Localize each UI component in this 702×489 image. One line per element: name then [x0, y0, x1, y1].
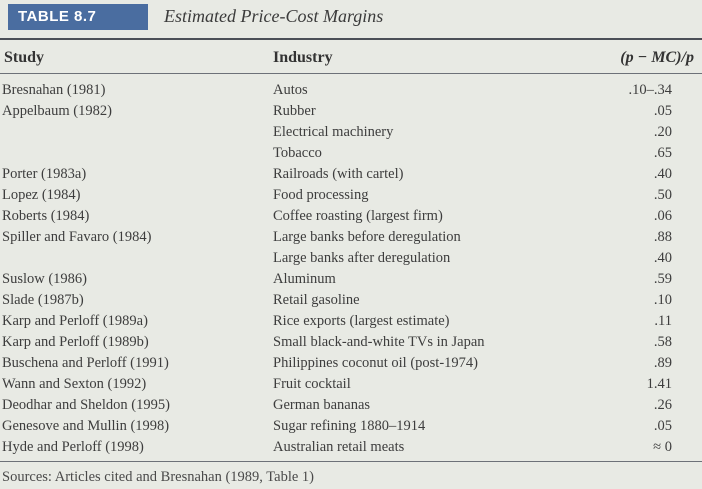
column-header-margin: (p − MC)/p [620, 49, 694, 66]
table-row: Appelbaum (1982) Rubber .05 [0, 101, 702, 122]
cell-margin: .20 [653, 124, 672, 140]
cell-industry: Small black-and-white TVs in Japan [273, 334, 485, 350]
cell-industry: Sugar refining 1880–1914 [273, 418, 426, 434]
top-rule [0, 38, 702, 40]
cell-study: Porter (1983a) [2, 166, 87, 182]
cell-study: Appelbaum (1982) [2, 103, 112, 119]
cell-industry: German bananas [273, 397, 371, 413]
cell-margin: .50 [653, 187, 672, 203]
cell-study: Karp and Perloff (1989a) [2, 313, 148, 329]
cell-industry: Coffee roasting (largest firm) [273, 208, 443, 224]
cell-industry: Retail gasoline [273, 292, 360, 308]
cell-margin: .89 [653, 355, 672, 371]
cell-study: Buschena and Perloff (1991) [2, 355, 169, 371]
table-row: Deodhar and Sheldon (1995) German bananas… [0, 395, 702, 416]
cell-industry: Large banks before deregulation [273, 229, 461, 245]
cell-study: Roberts (1984) [2, 208, 90, 224]
cell-industry: Australian retail meats [273, 439, 405, 455]
bottom-rule [0, 461, 702, 462]
cell-study: Wann and Sexton (1992) [2, 376, 147, 392]
table-row: Roberts (1984) Coffee roasting (largest f… [0, 206, 702, 227]
cell-margin: .26 [653, 397, 672, 413]
cell-study: Suslow (1986) [2, 271, 87, 287]
table-row: Tobacco .65 [0, 143, 702, 164]
cell-margin: .11 [654, 313, 672, 329]
cell-margin: .05 [653, 418, 672, 434]
cell-study: Spiller and Favaro (1984) [2, 229, 152, 245]
cell-margin: .10 [653, 292, 672, 308]
cell-industry: Tobacco [273, 145, 322, 161]
table-row: Suslow (1986) Aluminum .59 [0, 269, 702, 290]
column-header-study: Study [4, 49, 45, 66]
header-rule [0, 73, 702, 74]
cell-margin: .05 [653, 103, 672, 119]
table-row: Slade (1987b) Retail gasoline .10 [0, 290, 702, 311]
table-header: TABLE 8.7 Estimated Price-Cost Margins [0, 0, 702, 34]
table-row: Hyde and Perloff (1998) Australian retail… [0, 437, 702, 458]
cell-industry: Fruit cocktail [273, 376, 351, 392]
table-row: Wann and Sexton (1992) Fruit cocktail 1.41 [0, 374, 702, 395]
cell-industry: Food processing [273, 187, 369, 203]
cell-study: Genesove and Mullin (1998) [2, 418, 170, 434]
cell-margin: ≈ 0 [653, 439, 672, 455]
cell-industry: Large banks after deregulation [273, 250, 451, 266]
table-number-badge: TABLE 8.7 [8, 4, 148, 30]
cell-study: Slade (1987b) [2, 292, 84, 308]
cell-industry: Electrical machinery [273, 124, 394, 140]
cell-industry: Aluminum [273, 271, 336, 287]
table-caption: Estimated Price-Cost Margins [164, 6, 384, 26]
cell-margin: .06 [653, 208, 672, 224]
cell-industry: Philippines coconut oil (post-1974) [273, 355, 478, 371]
cell-study: Lopez (1984) [2, 187, 81, 203]
cell-industry: Rubber [273, 103, 316, 119]
table-row: Karp and Perloff (1989a) Rice exports (la… [0, 311, 702, 332]
cell-margin: .59 [653, 271, 672, 287]
cell-study: Karp and Perloff (1989b) [2, 334, 149, 350]
cell-margin: .40 [653, 166, 672, 182]
cell-study: Deodhar and Sheldon (1995) [2, 397, 170, 413]
cell-study: Hyde and Perloff (1998) [2, 439, 144, 455]
cell-margin: 1.41 [646, 376, 672, 392]
column-header-industry: Industry [273, 49, 333, 66]
cell-margin: .88 [653, 229, 672, 245]
table-row: Karp and Perloff (1989b) Small black-and-… [0, 332, 702, 353]
table-row: Electrical machinery .20 [0, 122, 702, 143]
table-row: Buschena and Perloff (1991) Philippines c… [0, 353, 702, 374]
cell-industry: Railroads (with cartel) [273, 166, 404, 182]
table-row: Lopez (1984) Food processing .50 [0, 185, 702, 206]
table-row: Porter (1983a) Railroads (with cartel) .40 [0, 164, 702, 185]
cell-margin: .10–.34 [628, 82, 673, 98]
table-row: Bresnahan (1981) Autos .10–.34 [0, 80, 702, 101]
sources-note: Sources: Articles cited and Bresnahan (1… [2, 469, 314, 485]
table-row: Large banks after deregulation .40 [0, 248, 702, 269]
cell-industry: Rice exports (largest estimate) [273, 313, 450, 329]
cell-margin: .40 [653, 250, 672, 266]
table-row: Spiller and Favaro (1984) Large banks bef… [0, 227, 702, 248]
cell-study: Bresnahan (1981) [2, 82, 106, 98]
table-body: Bresnahan (1981) Autos .10–.34 Appelbaum (1… [0, 80, 702, 458]
cell-industry: Autos [273, 82, 308, 98]
table-row: Genesove and Mullin (1998) Sugar refining… [0, 416, 702, 437]
cell-margin: .65 [653, 145, 672, 161]
cell-margin: .58 [653, 334, 672, 350]
